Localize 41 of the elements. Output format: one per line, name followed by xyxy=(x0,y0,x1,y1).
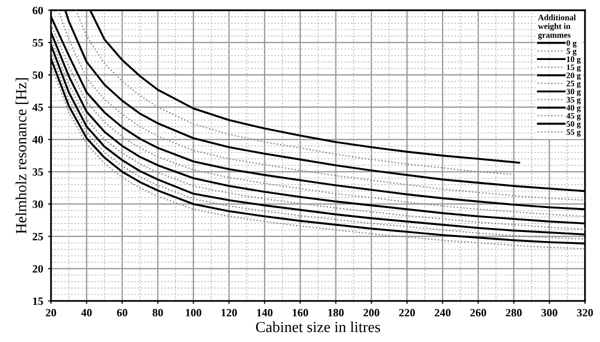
x-axis-title: Cabinet size in litres xyxy=(256,321,380,332)
legend-label: 15 g xyxy=(566,64,581,72)
y-tick-label: 15 xyxy=(33,297,43,305)
x-tick-label: 240 xyxy=(434,308,451,316)
x-tick-label: 300 xyxy=(541,308,558,316)
x-tick-label: 100 xyxy=(186,308,202,316)
legend-label: 5 g xyxy=(566,48,577,56)
x-tick-label: 260 xyxy=(470,308,486,316)
x-tick-label: 140 xyxy=(257,308,273,316)
y-tick-label: 60 xyxy=(32,6,43,14)
y-tick-label: 55 xyxy=(32,39,43,47)
legend-label: 45 g xyxy=(566,113,581,120)
legend-label: 55 g xyxy=(566,129,581,137)
x-tick-label: 320 xyxy=(577,308,593,316)
legend-title: Additional weight in grammes xyxy=(538,14,576,40)
y-tick-label: 30 xyxy=(32,200,43,208)
legend-label: 25 g xyxy=(566,80,581,88)
legend-label: 10 g xyxy=(566,56,581,64)
x-tick-label: 120 xyxy=(222,308,237,316)
x-tick-label: 280 xyxy=(506,308,522,316)
x-tick-label: 180 xyxy=(328,308,344,316)
legend-label: 30 g xyxy=(566,88,581,96)
legend-label: 20 g xyxy=(566,72,581,80)
y-axis-title: Helmholz resonance [Hz] xyxy=(16,78,28,234)
x-tick-label: 40 xyxy=(81,308,92,316)
x-tick-label: 60 xyxy=(117,308,128,316)
legend-label: 50 g xyxy=(566,121,581,129)
x-tick-label: 20 xyxy=(46,308,56,316)
x-tick-label: 160 xyxy=(292,308,308,316)
x-tick-label: 80 xyxy=(152,308,163,316)
x-tick-label: 220 xyxy=(399,308,415,316)
x-tick-label: 200 xyxy=(364,308,380,316)
y-tick-label: 35 xyxy=(32,168,43,176)
legend-label: 0 g xyxy=(566,40,577,48)
y-tick-label: 40 xyxy=(32,136,43,144)
y-tick-label: 25 xyxy=(32,232,43,240)
y-tick-label: 50 xyxy=(32,71,43,79)
y-tick-label: 45 xyxy=(32,104,43,112)
y-tick-label: 20 xyxy=(32,265,43,273)
legend-label: 40 g xyxy=(566,104,581,112)
legend-label: 35 g xyxy=(566,96,581,104)
